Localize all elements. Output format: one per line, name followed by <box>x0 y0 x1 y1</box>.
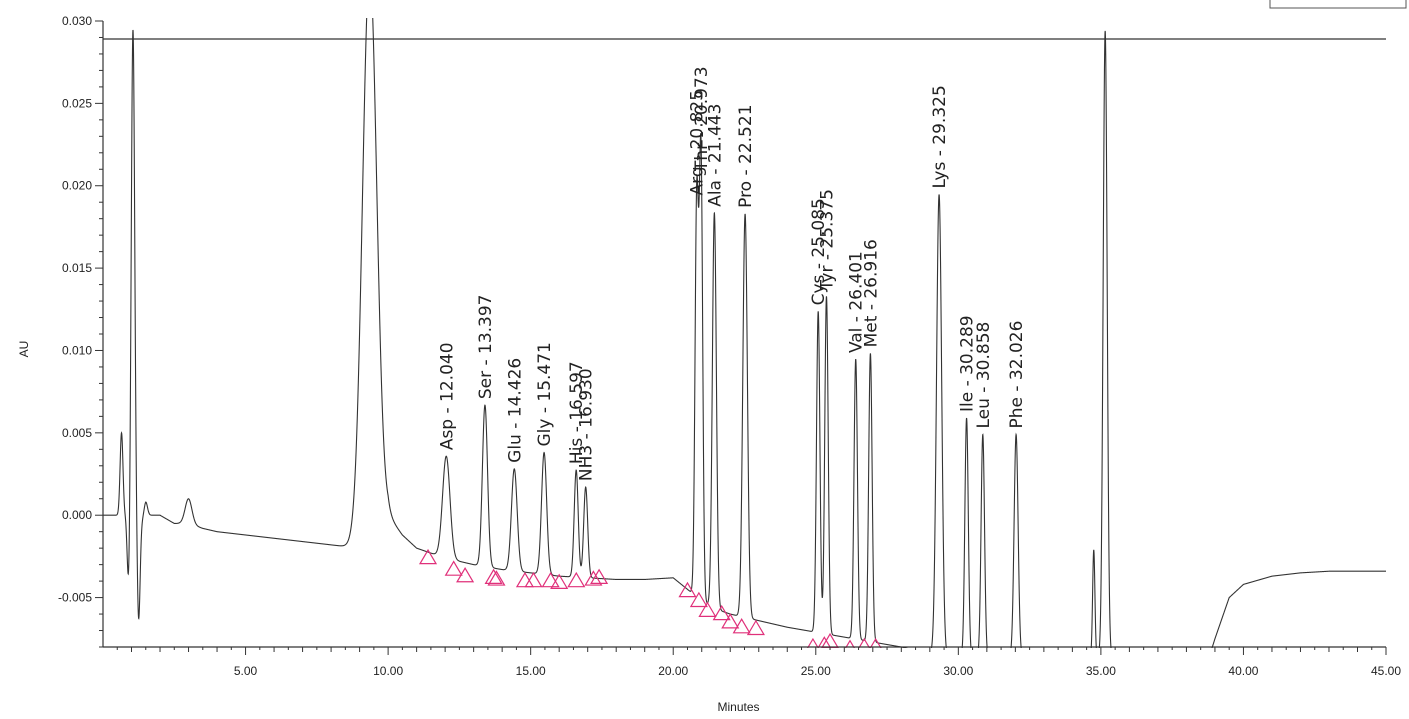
peak-label: Val - 26.401 <box>847 251 867 353</box>
integration-marker <box>487 570 506 586</box>
integration-marker <box>515 571 535 588</box>
y-tick-label: 0.025 <box>62 96 92 110</box>
x-tick-label: 40.00 <box>1228 664 1258 678</box>
integration-marker <box>567 571 586 588</box>
peak-label: Ala - 21.443 <box>705 104 725 207</box>
peak-label: Ser - 13.397 <box>476 294 496 399</box>
x-tick-label: 35.00 <box>1086 664 1116 678</box>
integration-marker <box>678 581 697 598</box>
integration-marker <box>418 548 438 565</box>
integration-marker <box>858 637 871 648</box>
peak-label: Cys - 25.085 <box>809 198 829 305</box>
peak-label: His - 16.597 <box>567 361 587 464</box>
integration-marker <box>698 601 717 617</box>
peak-label: Glu - 14.426 <box>505 358 525 463</box>
peak-label: Pro - 22.521 <box>736 104 756 207</box>
integration-marker <box>456 566 475 583</box>
peak-label: Thr - 20.973 <box>692 66 712 172</box>
y-tick-label: 0.005 <box>62 426 92 440</box>
integration-marker <box>524 571 543 588</box>
top-right-frame <box>1269 0 1407 9</box>
y-axis-title: AU <box>17 341 31 358</box>
axes: 5.00 10.00 15.00 20.00 25.00 30.00 35.00 40.00 4… <box>58 14 1401 678</box>
integration-marker <box>689 591 708 608</box>
y-tick-label: 0.015 <box>62 261 92 275</box>
peak-label: Lys - 29.325 <box>930 85 950 188</box>
x-axis-title: Minutes <box>717 700 759 714</box>
integration-marker <box>444 560 463 576</box>
integration-marker <box>484 568 503 585</box>
integration-marker <box>721 613 740 629</box>
plot-area <box>103 18 1386 648</box>
peak-label: Gly - 15.471 <box>535 342 555 446</box>
integration-marker <box>817 636 832 648</box>
y-tick-label: -0.005 <box>58 591 92 605</box>
integration-marker <box>550 573 569 589</box>
integration-marker <box>584 570 603 586</box>
integration-marker <box>732 618 751 634</box>
peak-label: Leu - 30.858 <box>974 322 994 429</box>
x-tick-label: 20.00 <box>658 664 688 678</box>
integration-marker <box>712 604 731 621</box>
y-tick-label: 0.010 <box>62 343 92 357</box>
peak-label: NH3 - 16.930 <box>577 368 597 481</box>
y-tick-label: 0.020 <box>62 179 92 193</box>
x-tick-label: 5.00 <box>234 664 258 678</box>
peak-labels: Asp - 12.040 Ser - 13.397 Glu - 14.426 Gly … <box>437 66 1027 481</box>
peak-label: Asp - 12.040 <box>437 342 457 450</box>
peak-label: Phe - 32.026 <box>1007 321 1027 429</box>
peak-label: Ile - 30.289 <box>958 315 978 412</box>
trace-group <box>103 18 1386 648</box>
x-tick-label: 15.00 <box>516 664 546 678</box>
chromatogram-trace <box>103 18 1386 648</box>
integration-marker <box>590 568 609 585</box>
peak-label: Tyr - 25.375 <box>817 189 837 291</box>
x-tick-label: 10.00 <box>373 664 403 678</box>
peak-label: Met - 26.916 <box>861 239 881 347</box>
integration-marker <box>806 637 819 648</box>
x-tick-label: 25.00 <box>801 664 831 678</box>
integration-marker <box>869 637 882 648</box>
x-tick-label: 30.00 <box>943 664 973 678</box>
integration-marker <box>746 619 765 636</box>
x-tick-label: 45.00 <box>1371 664 1401 678</box>
peak-label: Arg - 20.825 <box>688 90 708 196</box>
integration-marker <box>541 571 560 588</box>
y-tick-label: 0.030 <box>62 14 92 28</box>
y-tick-label: 0.000 <box>62 508 92 522</box>
